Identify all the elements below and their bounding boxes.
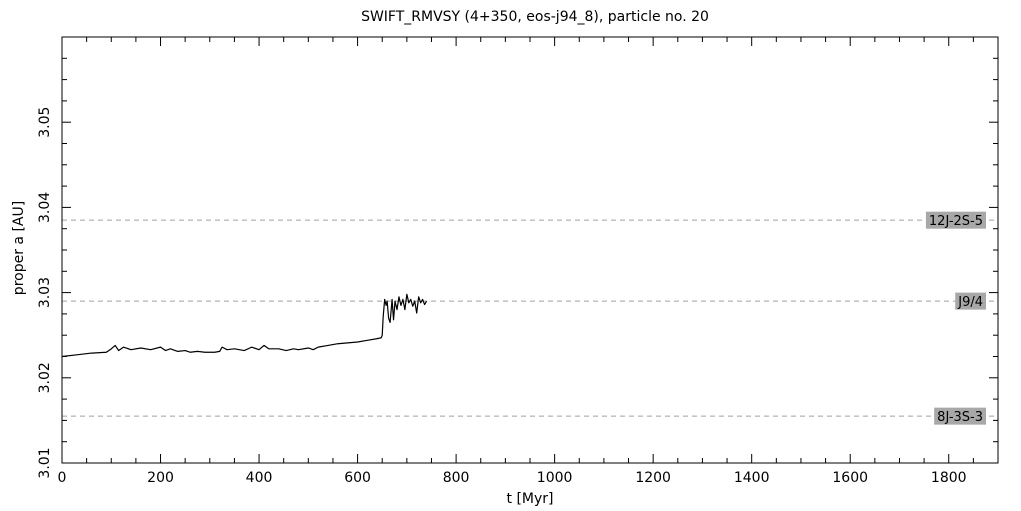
x-tick-label: 600 [344,470,371,486]
resonance-label-box [955,292,986,310]
x-tick-label: 1800 [931,470,967,486]
resonance-label: 12J-2S-5 [925,211,986,229]
resonance-label-box [934,407,986,425]
x-tick-label: 200 [147,470,174,486]
x-tick-label: 0 [58,470,67,486]
resonance-label: 8J-3S-3 [934,407,986,425]
series-line-particle-20 [61,293,428,358]
x-tick-label: 1400 [734,470,770,486]
y-tick-label: 3.02 [37,362,53,393]
x-tick-label: 1600 [832,470,868,486]
resonance-lines [62,219,998,417]
y-tick-label: 3.05 [37,107,53,138]
resonance-labels: 12J-2S-5 J9/4 8J-3S-3 [925,211,986,425]
y-tick-labels: 3.01 3.02 3.03 3.04 3.05 [37,107,53,479]
chart-title: SWIFT_RMVSY (4+350, eos-j94_8), particle… [361,9,709,25]
y-axis-title: proper a [AU] [11,201,27,295]
resonance-label-box [925,211,986,229]
x-tick-label: 800 [443,470,470,486]
resonance-label: J9/4 [955,292,986,310]
x-tick-label: 1000 [537,470,573,486]
resonance-label-text: 12J-2S-5 [929,214,983,229]
y-tick-label: 3.04 [37,192,53,223]
plot-frame [61,36,999,464]
x-axis-title: t [Myr] [507,491,554,507]
y-tick-label: 3.01 [37,447,53,478]
x-tick-label: 1200 [635,470,671,486]
resonance-label-text: J9/4 [957,295,983,310]
y-tick-label: 3.03 [37,277,53,308]
resonance-label-text: 8J-3S-3 [937,410,983,425]
x-tick-labels: 0 200 400 600 800 1000 1200 1400 1600 1800 [58,470,967,486]
axis-ticks [61,36,999,464]
x-tick-label: 400 [246,470,273,486]
